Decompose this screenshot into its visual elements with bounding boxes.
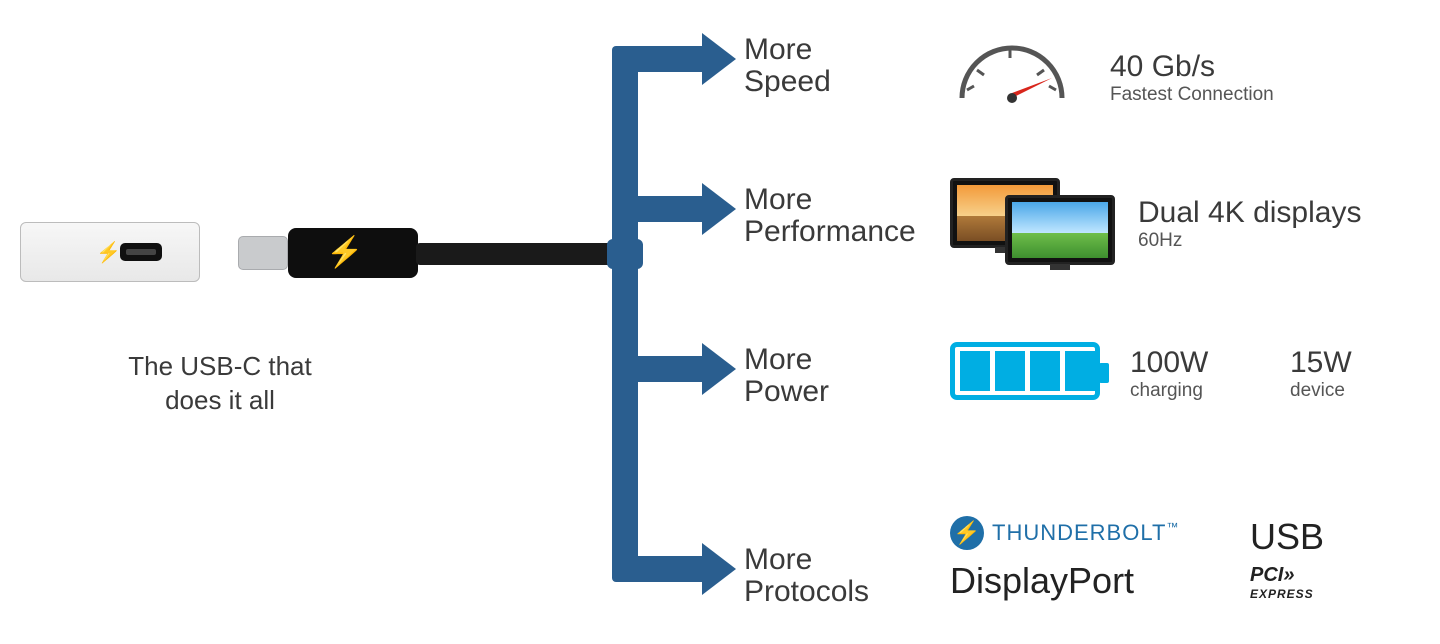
speed-value: 40 Gb/s [1110,50,1274,84]
branch-label-power: More Power [744,344,944,407]
speed-gauge-icon [952,28,1072,108]
branch-label-protocols-l1: More [744,544,944,576]
arrowhead-protocols [702,543,736,595]
branch-label-speed-l2: Speed [744,66,944,98]
cable [416,243,614,265]
usb-c-plug-tip [238,236,288,270]
detail-performance: Dual 4K displays 60Hz [1138,196,1361,252]
usb-label: USB [1250,516,1324,558]
pci-arrows-icon: » [1283,564,1294,586]
display-icon-2 [1005,195,1115,265]
power-secondary-label: device [1290,380,1352,402]
power-primary-value: 100W [1130,346,1208,380]
battery-cell [960,351,990,391]
battery-cell [995,351,1025,391]
battery-cell [1030,351,1060,391]
plug-thunderbolt-icon: ⚡ [326,235,363,270]
pci-express-sub: EXPRESS [1250,587,1314,601]
branch-label-protocols-l2: Protocols [744,576,944,608]
detail-power-primary: 100W charging [1130,346,1208,402]
arrowhead-power [702,343,736,395]
thunderbolt-label-text: THUNDERBOLT [992,520,1166,545]
speed-subtitle: Fastest Connection [1110,84,1274,106]
branch-label-power-l2: Power [744,376,944,408]
power-secondary-value: 15W [1290,346,1352,380]
branch-label-performance-l1: More [744,184,944,216]
detail-speed: 40 Gb/s Fastest Connection [1110,50,1274,106]
branch-arm-speed [612,46,704,72]
thunderbolt-tm: ™ [1166,520,1179,534]
branch-label-protocols: More Protocols [744,544,944,607]
thunderbolt-badge: ⚡ THUNDERBOLT™ [950,516,1179,550]
detail-power-secondary: 15W device [1290,346,1352,402]
displayport-label: DisplayPort [950,560,1134,602]
port-thunderbolt-icon: ⚡ [96,240,121,265]
thunderbolt-label: THUNDERBOLT™ [992,520,1179,546]
branch-label-performance-l2: Performance [744,216,944,248]
battery-icon [950,342,1100,400]
left-caption: The USB-C that does it all [80,350,360,418]
thunderbolt-icon: ⚡ [950,516,984,550]
pci-label-text: PCI [1250,564,1283,586]
performance-subtitle: 60Hz [1138,230,1361,252]
arrowhead-performance [702,183,736,235]
performance-title: Dual 4K displays [1138,196,1361,230]
arrowhead-speed [702,33,736,85]
branch-trunk [612,46,638,582]
branch-label-speed: More Speed [744,34,944,97]
left-caption-line1: The USB-C that [128,351,312,381]
power-primary-label: charging [1130,380,1208,402]
branch-arm-performance [612,196,704,222]
branch-arm-power [612,356,704,382]
pci-express-label: PCI» EXPRESS [1250,564,1314,601]
branch-label-performance: More Performance [744,184,944,247]
branch-arm-protocols [612,556,704,582]
branch-joint [607,239,643,269]
usb-c-port-slot [120,243,162,261]
branch-label-power-l1: More [744,344,944,376]
battery-cell [1065,351,1095,391]
left-caption-line2: does it all [165,385,275,415]
branch-label-speed-l1: More [744,34,944,66]
